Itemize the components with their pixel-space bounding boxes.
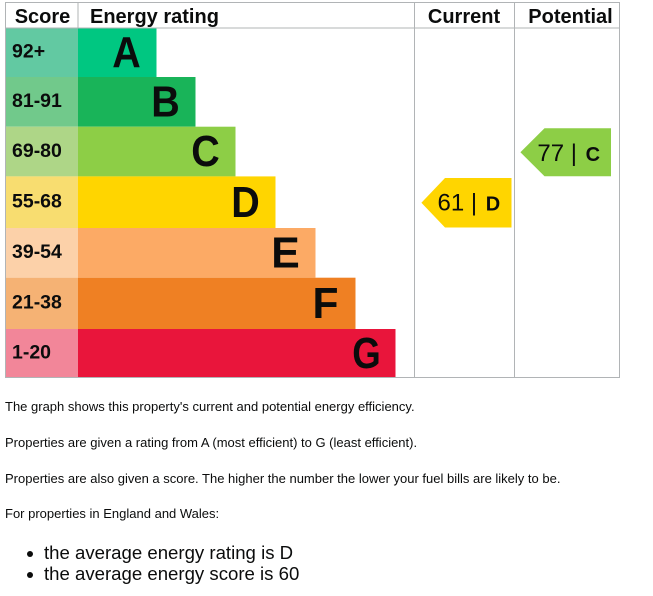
svg-text:G: G: [352, 329, 381, 378]
svg-text:A: A: [112, 28, 141, 77]
svg-text:E: E: [271, 229, 300, 278]
svg-text:Current: Current: [428, 6, 501, 28]
svg-text:55-68: 55-68: [12, 190, 62, 212]
svg-text:Potential: Potential: [528, 6, 612, 28]
svg-text:81-91: 81-91: [12, 90, 62, 112]
svg-text:B: B: [151, 78, 180, 127]
svg-text:77 | C: 77 | C: [537, 140, 600, 167]
svg-text:61 | D: 61 | D: [438, 190, 501, 217]
svg-text:Energy rating: Energy rating: [90, 6, 219, 28]
svg-text:C: C: [191, 127, 220, 176]
svg-text:1-20: 1-20: [12, 342, 51, 364]
svg-text:92+: 92+: [12, 41, 45, 63]
svg-text:F: F: [313, 279, 339, 328]
svg-text:69-80: 69-80: [12, 140, 62, 162]
svg-text:Score: Score: [15, 6, 71, 28]
svg-text:D: D: [231, 178, 260, 227]
svg-text:21-38: 21-38: [12, 292, 62, 314]
svg-text:39-54: 39-54: [12, 241, 62, 263]
